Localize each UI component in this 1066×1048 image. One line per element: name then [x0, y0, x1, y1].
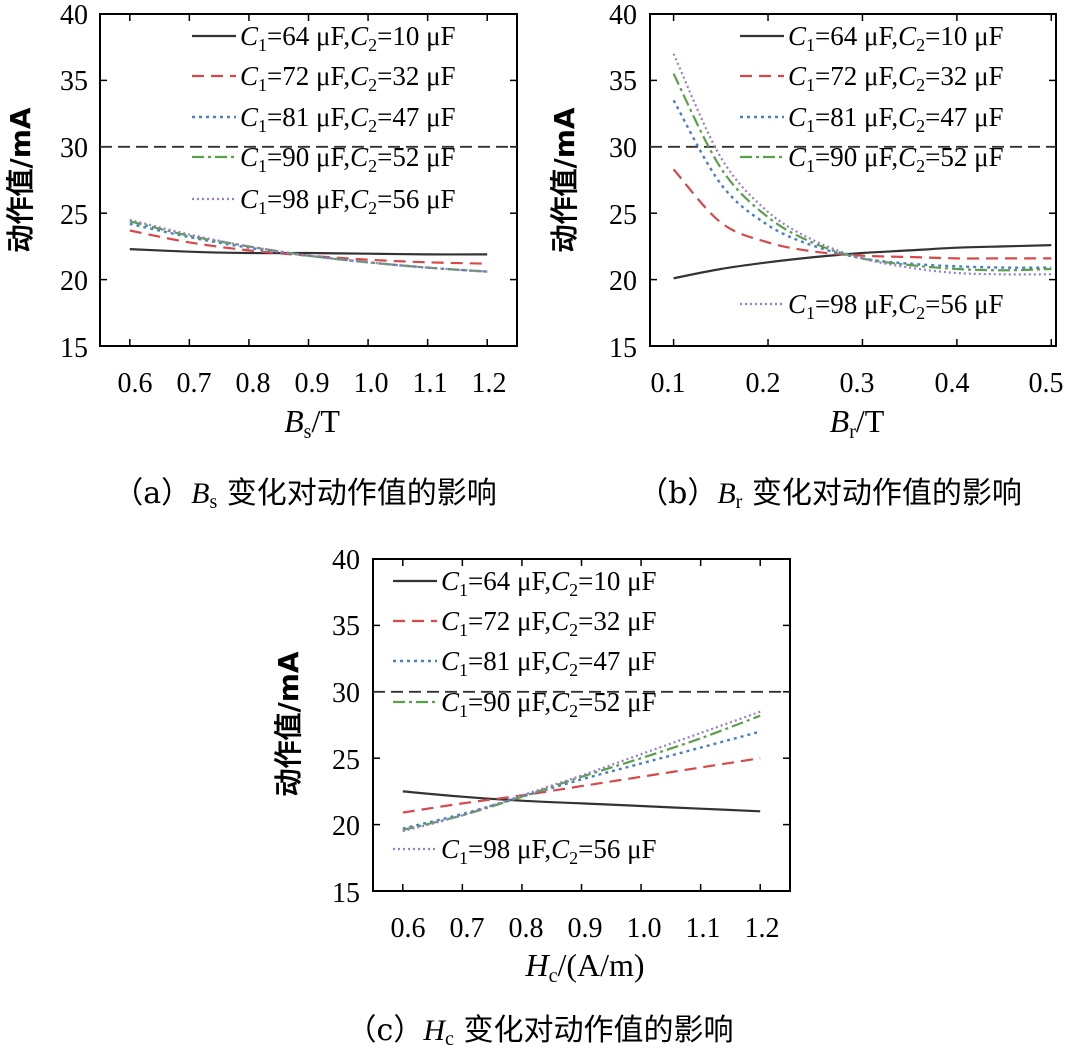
legend-label-2: C1=72 μF,C2=32 μF — [441, 606, 657, 640]
panel-a-series-2-line — [129, 229, 488, 265]
panel-b-xtick: 0.2 — [746, 368, 781, 399]
panel-c-xticks: 0.6 0.7 0.8 0.9 1.0 1.1 1.2 — [391, 913, 780, 944]
panel-c-caption: （c）Hc 变化对动作值的影响 — [347, 1013, 734, 1048]
panel-c: 动作值/mA 15 20 25 30 35 40 0.6 0.7 0.8 0.9… — [272, 545, 780, 1048]
panel-c-series-5-line — [402, 710, 761, 833]
panel-b-frame — [649, 13, 1057, 347]
panel-c-legend: C1=64 μF,C2=10 μF C1=72 μF,C2=32 μF C1=8… — [393, 566, 657, 868]
panel-c-xtick: 0.9 — [568, 913, 603, 944]
panel-a-ylabel: 动作值/mA — [4, 107, 37, 252]
panel-a-plot-area — [99, 13, 518, 347]
panel-c-plot-area — [372, 558, 791, 892]
panel-a-legend: C1=64 μF,C2=10 μF C1=72 μF,C2=32 μF C1=8… — [192, 21, 456, 218]
panel-a-xtick: 0.6 — [118, 368, 153, 399]
panel-c-ytick: 20 — [332, 811, 360, 842]
panel-a-ytick: 30 — [60, 133, 88, 164]
panel-c-xtick: 1.2 — [745, 913, 780, 944]
panel-a-ytick: 15 — [60, 333, 88, 364]
panel-b-xtick: 0.5 — [1029, 368, 1064, 399]
legend-label-2: C1=72 μF,C2=32 μF — [240, 61, 456, 95]
panel-c-xtick: 0.6 — [391, 913, 426, 944]
panel-a-series-4-line — [129, 220, 488, 273]
panel-b-xtick: 0.3 — [840, 368, 875, 399]
panel-b-plot-area — [649, 13, 1057, 347]
panel-a-ytick: 35 — [60, 66, 88, 97]
legend-label-2: C1=72 μF,C2=32 μF — [788, 61, 1004, 95]
panel-b-ytick: 30 — [609, 133, 637, 164]
panel-a-series-3-line — [129, 222, 488, 273]
panel-a-xtick: 1.0 — [354, 368, 389, 399]
legend-label-3: C1=81 μF,C2=47 μF — [441, 646, 657, 680]
panel-a-caption: （a）Bs 变化对动作值的影响 — [113, 476, 497, 513]
panel-a-xtick: 1.1 — [413, 368, 448, 399]
panel-a-xtick: 1.2 — [472, 368, 507, 399]
panel-b-series-5-line — [672, 53, 1052, 276]
panel-c-xtick: 1.0 — [627, 913, 662, 944]
panel-c-series-1-line — [402, 790, 761, 813]
legend-label-5: C1=98 μF,C2=56 μF — [788, 289, 1004, 323]
panel-a-ytick: 20 — [60, 266, 88, 297]
legend-label-1: C1=64 μF,C2=10 μF — [441, 566, 657, 600]
legend-label-5: C1=98 μF,C2=56 μF — [240, 184, 456, 218]
panel-b-yticks: 15 20 25 30 35 40 — [609, 0, 637, 364]
panel-a-xtick: 0.8 — [236, 368, 271, 399]
panel-b-xticks: 0.1 0.2 0.3 0.4 0.5 — [651, 368, 1064, 399]
plot-areas — [99, 13, 1057, 892]
panel-b-ytick: 20 — [609, 266, 637, 297]
panel-c-ylabel: 动作值/mA — [272, 651, 305, 796]
panel-a-xlabel: Bs/T — [284, 403, 340, 443]
panel-c-xlabel: Hc/(A/m) — [524, 947, 644, 987]
legend-label-1: C1=64 μF,C2=10 μF — [240, 21, 456, 55]
panel-c-ytick: 40 — [332, 545, 360, 576]
panel-b-series-1-line — [673, 244, 1052, 280]
panel-b-series-2-line — [672, 168, 1052, 260]
panel-a-series-5-line — [129, 218, 488, 273]
panel-c-xtick: 0.8 — [509, 913, 544, 944]
panel-c-series-3-line — [402, 730, 761, 830]
legend-label-1: C1=64 μF,C2=10 μF — [788, 21, 1004, 55]
legend-label-5: C1=98 μF,C2=56 μF — [441, 834, 657, 868]
panel-a-xtick: 0.9 — [295, 368, 330, 399]
panel-a-xticks: 0.6 0.7 0.8 0.9 1.0 1.1 1.2 — [118, 368, 507, 399]
panel-a: 动作值/mA 15 20 25 30 35 40 0.6 0.7 0.8 0.9… — [4, 0, 507, 513]
panel-c-ytick: 15 — [332, 878, 360, 909]
panel-b-xlabel: Br/T — [830, 403, 885, 443]
panel-b-caption: （b）Br 变化对动作值的影响 — [638, 476, 1022, 513]
panel-b-ylabel: 动作值/mA — [548, 107, 581, 252]
legend-label-3: C1=81 μF,C2=47 μF — [788, 102, 1004, 136]
panel-a-yticks: 15 20 25 30 35 40 — [60, 0, 88, 364]
legend-label-3: C1=81 μF,C2=47 μF — [240, 102, 456, 136]
panel-a-xtick: 0.7 — [177, 368, 212, 399]
panel-c-xtick: 0.7 — [450, 913, 485, 944]
panel-c-ytick: 35 — [332, 611, 360, 642]
panel-b-xtick: 0.1 — [651, 368, 686, 399]
panel-c-yticks: 15 20 25 30 35 40 — [332, 545, 360, 909]
panel-a-ytick: 40 — [60, 0, 88, 31]
panel-c-ytick: 25 — [332, 745, 360, 776]
panel-b-legend: C1=64 μF,C2=10 μF C1=72 μF,C2=32 μF C1=8… — [740, 21, 1004, 323]
panel-c-series-2-line — [402, 757, 761, 814]
panel-c-ytick: 30 — [332, 678, 360, 709]
panel-b-ytick: 25 — [609, 200, 637, 231]
panel-b-ytick: 35 — [609, 66, 637, 97]
panel-b-ytick: 15 — [609, 333, 637, 364]
panel-b-xtick: 0.4 — [935, 368, 970, 399]
panel-b: 动作值/mA 15 20 25 30 35 40 0.1 0.2 0.3 0.4… — [548, 0, 1064, 513]
panel-c-xtick: 1.1 — [686, 913, 721, 944]
panel-a-series-1-line — [129, 248, 488, 256]
panel-c-series-4-line — [402, 714, 761, 831]
panel-b-ytick: 40 — [609, 0, 637, 31]
panel-a-ytick: 25 — [60, 200, 88, 231]
